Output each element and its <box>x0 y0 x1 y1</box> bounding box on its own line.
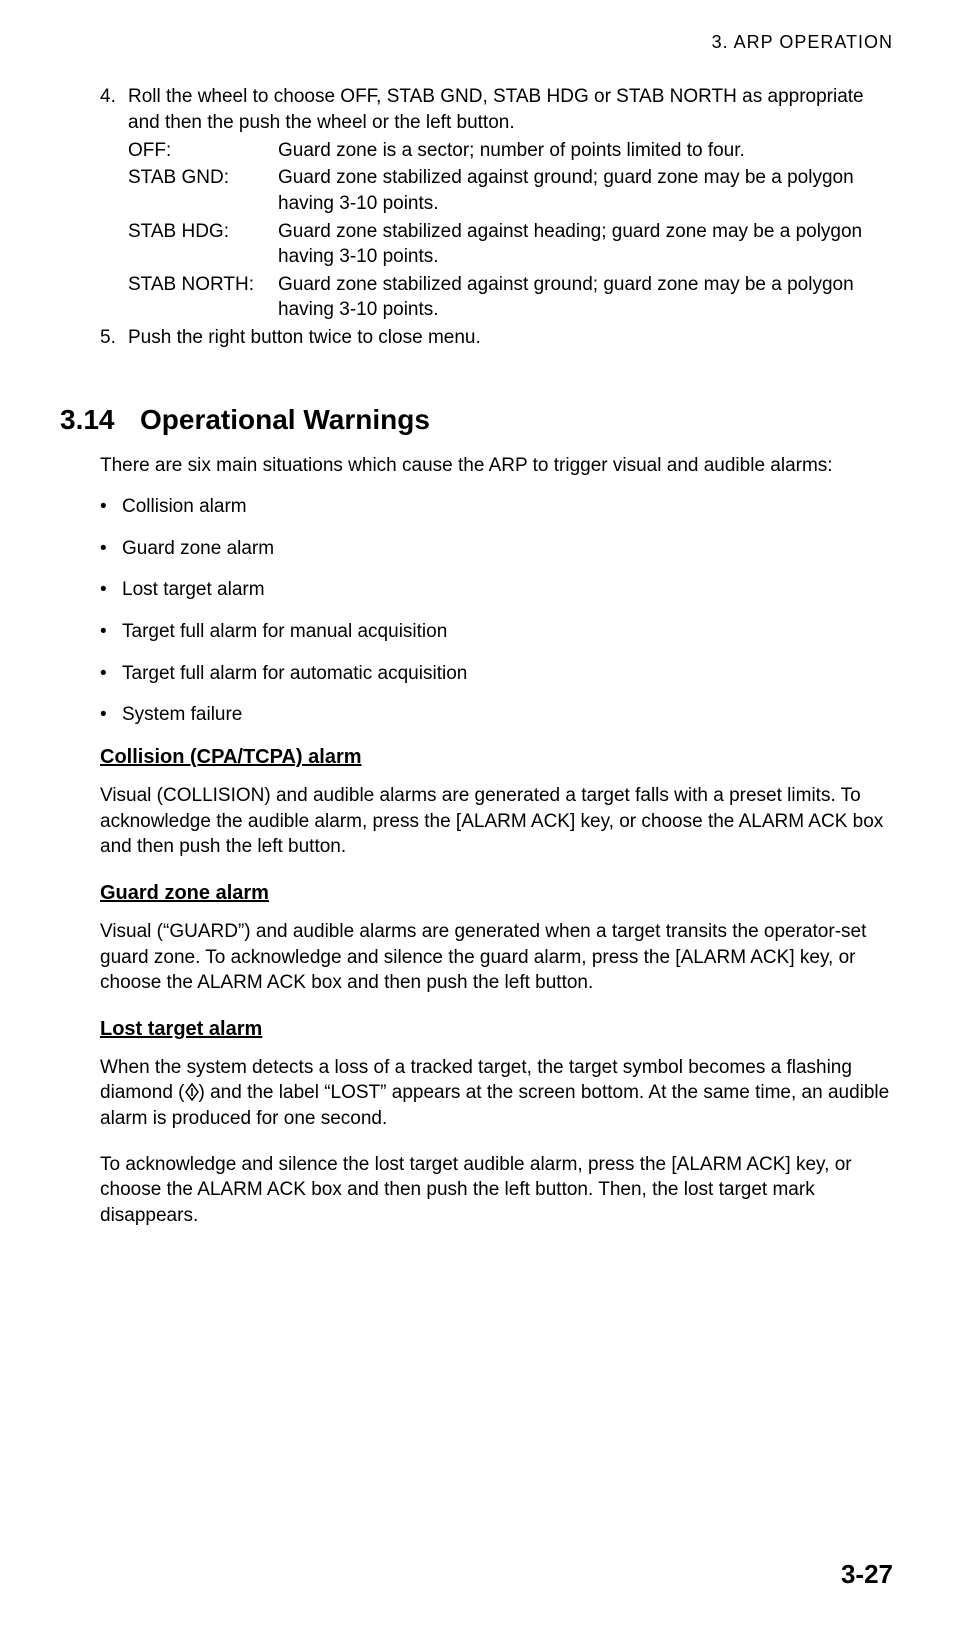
para-lost-target-1: When the system detects a loss of a trac… <box>100 1055 893 1132</box>
step-4: 4. Roll the wheel to choose OFF, STAB GN… <box>100 84 893 323</box>
alarm-bullet-list: •Collision alarm •Guard zone alarm •Lost… <box>100 494 893 728</box>
bullet-dot-icon: • <box>100 702 122 728</box>
bullet-text: Lost target alarm <box>122 577 265 603</box>
bullet-collision: •Collision alarm <box>100 494 893 520</box>
bullet-dot-icon: • <box>100 494 122 520</box>
sub-heading-lost-target: Lost target alarm <box>100 1016 893 1043</box>
def-stab-north-term: STAB NORTH: <box>128 272 278 323</box>
bullet-target-full-manual: •Target full alarm for manual acquisitio… <box>100 619 893 645</box>
step-5-number: 5. <box>100 325 128 351</box>
def-stab-gnd-term: STAB GND: <box>128 165 278 216</box>
sub-heading-collision: Collision (CPA/TCPA) alarm <box>100 744 893 771</box>
def-stab-north: STAB NORTH: Guard zone stabilized agains… <box>128 272 893 323</box>
lost-target-text-1b: ) and the label “LOST” appears at the sc… <box>100 1082 889 1129</box>
running-header: 3. ARP OPERATION <box>80 30 893 54</box>
step-4-number: 4. <box>100 84 128 323</box>
bullet-text: Target full alarm for automatic acquisit… <box>122 661 467 687</box>
bullet-guard-zone: •Guard zone alarm <box>100 536 893 562</box>
bullet-dot-icon: • <box>100 577 122 603</box>
para-lost-target-2: To acknowledge and silence the lost targ… <box>100 1152 893 1229</box>
para-guard-zone: Visual (“GUARD”) and audible alarms are … <box>100 919 893 996</box>
step-5-text: Push the right button twice to close men… <box>128 325 893 351</box>
def-off-term: OFF: <box>128 138 278 164</box>
def-stab-gnd-desc: Guard zone stabilized against ground; gu… <box>278 165 893 216</box>
bullet-dot-icon: • <box>100 536 122 562</box>
section-heading: 3.14 Operational Warnings <box>60 401 893 439</box>
bullet-text: Guard zone alarm <box>122 536 274 562</box>
def-stab-hdg-desc: Guard zone stabilized against heading; g… <box>278 219 893 270</box>
step-5: 5. Push the right button twice to close … <box>100 325 893 351</box>
diamond-icon <box>185 1083 199 1101</box>
def-stab-hdg-term: STAB HDG: <box>128 219 278 270</box>
sub-heading-guard-zone: Guard zone alarm <box>100 880 893 907</box>
bullet-target-full-auto: •Target full alarm for automatic acquisi… <box>100 661 893 687</box>
bullet-dot-icon: • <box>100 661 122 687</box>
section-title: Operational Warnings <box>140 401 430 439</box>
bullet-lost-target: •Lost target alarm <box>100 577 893 603</box>
page-number: 3-27 <box>841 1557 893 1592</box>
step-4-body: Roll the wheel to choose OFF, STAB GND, … <box>128 84 893 323</box>
step-4-lead: Roll the wheel to choose OFF, STAB GND, … <box>128 84 893 135</box>
bullet-dot-icon: • <box>100 619 122 645</box>
def-off-desc: Guard zone is a sector; number of points… <box>278 138 893 164</box>
section-intro: There are six main situations which caus… <box>100 453 893 479</box>
bullet-text: System failure <box>122 702 242 728</box>
def-stab-gnd: STAB GND: Guard zone stabilized against … <box>128 165 893 216</box>
para-collision: Visual (COLLISION) and audible alarms ar… <box>100 783 893 860</box>
section-number: 3.14 <box>60 401 140 439</box>
bullet-text: Target full alarm for manual acquisition <box>122 619 447 645</box>
page: 3. ARP OPERATION 4. Roll the wheel to ch… <box>0 0 973 1279</box>
def-off: OFF: Guard zone is a sector; number of p… <box>128 138 893 164</box>
def-stab-north-desc: Guard zone stabilized against ground; gu… <box>278 272 893 323</box>
def-stab-hdg: STAB HDG: Guard zone stabilized against … <box>128 219 893 270</box>
bullet-system-failure: •System failure <box>100 702 893 728</box>
bullet-text: Collision alarm <box>122 494 247 520</box>
